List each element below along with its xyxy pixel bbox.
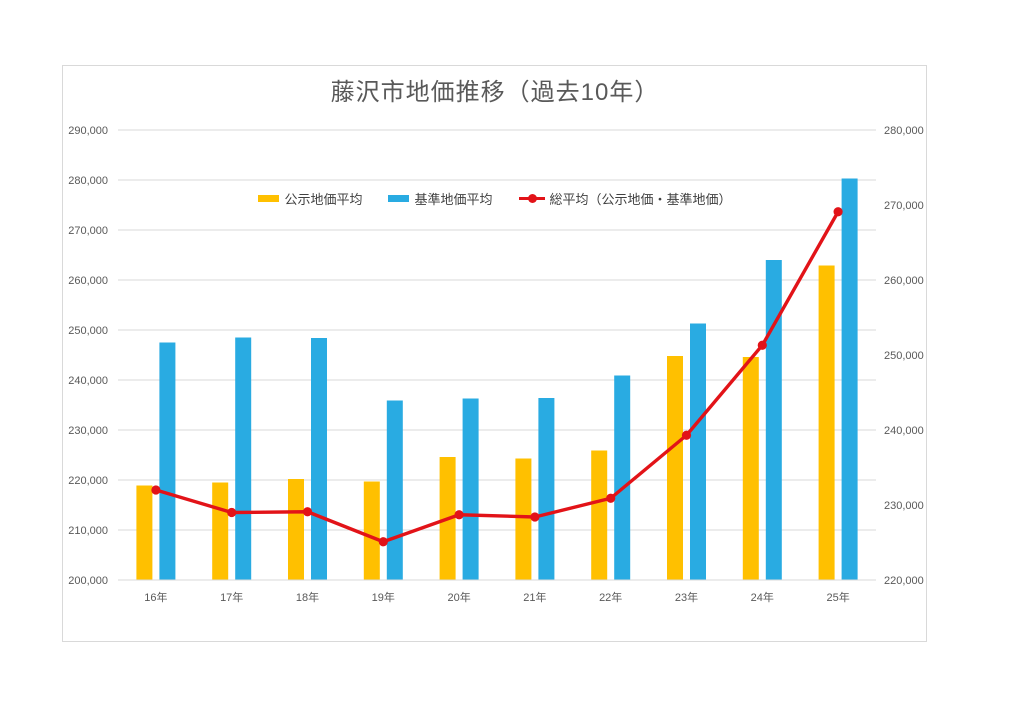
bar-基準地価平均-17年 — [235, 337, 252, 580]
right-axis-tick-label: 280,000 — [884, 125, 924, 137]
x-axis-category-label: 23年 — [675, 590, 698, 604]
bar-公示地価平均-19年 — [363, 481, 380, 580]
bar-公示地価平均-21年 — [515, 458, 532, 580]
legend-item-kouji: 公示地価平均 — [258, 189, 362, 208]
data-point-marker-20年 — [454, 510, 464, 520]
right-axis-tick-label: 270,000 — [884, 200, 924, 212]
data-point-marker-18年 — [302, 507, 313, 517]
bar-公示地価平均-24年 — [742, 357, 759, 580]
bar-公示地価平均-22年 — [591, 450, 608, 580]
trend-line-総平均（公示地価・基準地価） — [154, 210, 840, 544]
left-axis-tick-label: 220,000 — [68, 475, 108, 487]
legend-label-souheikin: 総平均（公示地価・基準地価） — [549, 192, 732, 207]
x-axis-category-label: 16年 — [144, 590, 167, 604]
chart-title: 藤沢市地価推移（過去10年） — [330, 79, 660, 106]
bar-基準地価平均-18年 — [311, 338, 327, 580]
x-axis-category-label: 19年 — [372, 590, 395, 604]
bar-基準地価平均-19年 — [386, 400, 403, 580]
left-axis-tick-label: 290,000 — [68, 125, 108, 137]
x-axis-category-label: 24年 — [751, 590, 774, 604]
legend-label-kouji: 公示地価平均 — [284, 192, 363, 207]
right-axis-tick-label: 220,000 — [884, 575, 924, 587]
chart-legend: 公示地価平均 基準地価平均 総平均（公示地価・基準地価） — [62, 189, 928, 208]
bar-基準地価平均-16年 — [159, 342, 176, 580]
data-point-marker-24年 — [757, 340, 767, 350]
left-axis-tick-label: 200,000 — [68, 575, 108, 587]
bar-基準地価平均-25年 — [841, 178, 858, 580]
bar-公示地価平均-17年 — [212, 482, 229, 580]
legend-item-kijun: 基準地価平均 — [388, 189, 493, 208]
left-axis-tick-label: 270,000 — [68, 225, 108, 237]
right-axis-tick-label: 240,000 — [884, 425, 924, 437]
x-axis-category-label: 17年 — [220, 590, 243, 604]
legend-line-marker-icon — [518, 194, 545, 203]
data-point-marker-25年 — [833, 207, 843, 217]
bar-基準地価平均-20年 — [462, 398, 479, 580]
x-axis-category-label: 18年 — [296, 590, 319, 604]
data-point-marker-19年 — [378, 537, 388, 547]
data-point-marker-16年 — [151, 485, 161, 495]
legend-label-kijun: 基準地価平均 — [414, 192, 493, 207]
data-point-marker-23年 — [681, 430, 692, 440]
left-axis-tick-label: 280,000 — [68, 175, 108, 187]
x-axis-category-label: 20年 — [447, 590, 470, 604]
x-axis-category-label: 21年 — [523, 590, 546, 604]
left-axis-tick-label: 240,000 — [68, 375, 108, 387]
legend-swatch-blue-icon — [388, 195, 410, 202]
right-axis-tick-label: 230,000 — [884, 500, 924, 512]
right-axis-tick-label: 250,000 — [884, 350, 924, 362]
left-axis-tick-label: 260,000 — [68, 275, 108, 287]
bar-公示地価平均-16年 — [136, 485, 153, 580]
right-axis-tick-label: 260,000 — [884, 275, 924, 287]
data-point-marker-21年 — [530, 512, 540, 522]
left-axis-tick-label: 230,000 — [68, 425, 108, 437]
bar-公示地価平均-25年 — [818, 265, 835, 580]
left-axis-tick-label: 210,000 — [68, 525, 108, 537]
data-point-marker-17年 — [227, 507, 237, 518]
x-axis-category-label: 22年 — [599, 590, 622, 604]
bar-基準地価平均-21年 — [538, 398, 555, 580]
left-axis-tick-label: 250,000 — [68, 325, 108, 337]
legend-swatch-orange-icon — [258, 195, 280, 202]
bar-基準地価平均-22年 — [614, 375, 631, 580]
chart-frame — [62, 65, 927, 642]
bar-公示地価平均-18年 — [288, 479, 304, 580]
legend-item-souheikin: 総平均（公示地価・基準地価） — [518, 189, 732, 208]
x-axis-category-label: 25年 — [826, 590, 849, 604]
bar-基準地価平均-23年 — [690, 323, 706, 580]
data-point-marker-22年 — [606, 493, 616, 503]
bar-基準地価平均-24年 — [765, 260, 782, 580]
bar-公示地価平均-23年 — [667, 356, 683, 580]
